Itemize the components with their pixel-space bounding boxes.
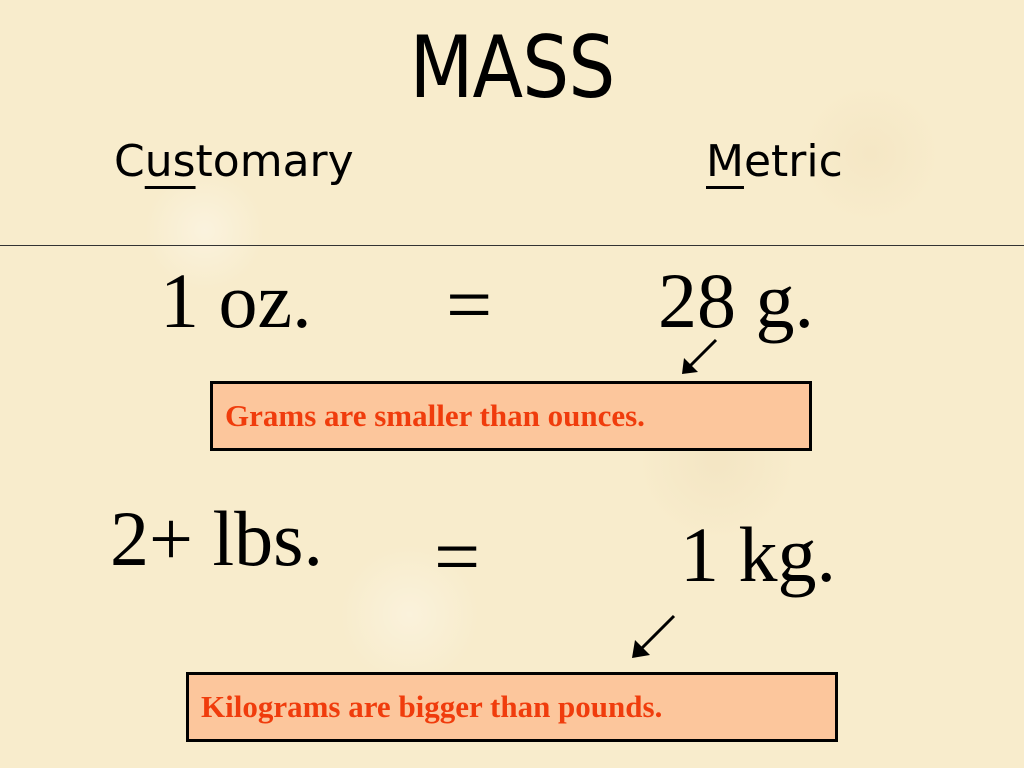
equals-sign: = — [434, 511, 481, 602]
kilograms-note-box: Kilograms are bigger than pounds. — [186, 672, 838, 742]
arrow-down-left-icon — [632, 614, 676, 658]
customary-heading: Customary — [114, 134, 354, 190]
customary-heading-suffix: tomary — [195, 136, 354, 187]
pound-value: 2+ lbs. — [110, 495, 324, 582]
metric-heading-suffix: etric — [743, 136, 843, 187]
metric-heading: Metric — [706, 134, 843, 190]
grams-note-text: Grams are smaller than ounces. — [225, 398, 645, 433]
gram-value: 28 g. — [658, 257, 814, 344]
header-divider — [0, 245, 1024, 246]
customary-heading-prefix: C — [114, 136, 145, 187]
metric-heading-underlined: M — [706, 136, 744, 187]
slide-title: MASS — [409, 18, 616, 118]
grams-note-box: Grams are smaller than ounces. — [210, 381, 812, 451]
customary-heading-underlined: us — [144, 136, 196, 187]
kilogram-value: 1 kg. — [680, 511, 836, 598]
kilograms-note-text: Kilograms are bigger than pounds. — [201, 689, 663, 724]
equals-sign: = — [446, 259, 493, 350]
arrow-down-left-icon — [682, 338, 718, 374]
ounce-value: 1 oz. — [160, 257, 312, 344]
